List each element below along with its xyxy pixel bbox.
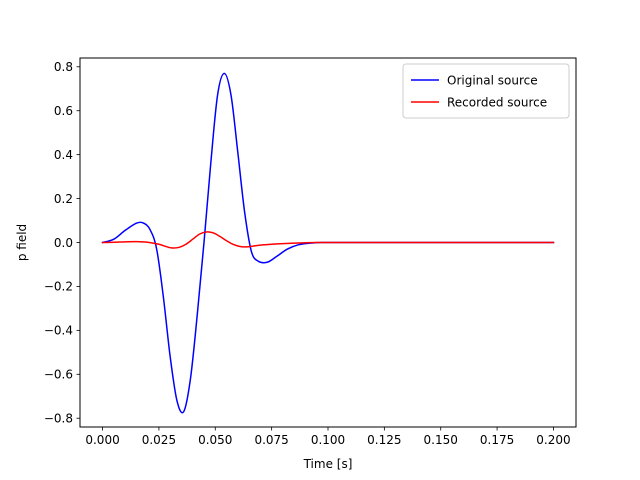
- y-tick-label: −0.6: [44, 368, 73, 382]
- x-axis-label: Time [s]: [303, 457, 353, 471]
- y-tick-label: 0.0: [54, 236, 73, 250]
- y-tick-label: 0.8: [54, 60, 73, 74]
- y-tick-label: −0.2: [44, 280, 73, 294]
- series-group: [101, 72, 555, 414]
- y-tick-label: 0.2: [54, 192, 73, 206]
- y-axis-label: p field: [15, 224, 29, 261]
- x-tick-label: 0.050: [198, 433, 232, 447]
- x-tick-label: 0.200: [536, 433, 570, 447]
- x-tick-label: 0.100: [311, 433, 345, 447]
- y-tick-label: −0.8: [44, 412, 73, 426]
- x-tick-label: 0.000: [85, 433, 119, 447]
- x-axis-ticks: 0.000 0.025 0.050 0.075 0.100 0.125 0.150 0.175…: [85, 427, 571, 447]
- legend-box: [402, 63, 570, 119]
- x-tick-label: 0.025: [142, 433, 176, 447]
- y-tick-label: 0.6: [54, 104, 73, 118]
- y-tick-label: −0.4: [44, 324, 73, 338]
- x-tick-label: 0.150: [424, 433, 458, 447]
- legend: Original source Recorded source: [402, 63, 570, 119]
- x-tick-label: 0.125: [367, 433, 401, 447]
- y-tick-label: 0.4: [54, 148, 73, 162]
- legend-label-2: Recorded source: [447, 95, 547, 109]
- x-tick-label: 0.075: [254, 433, 288, 447]
- legend-label-1: Original source: [447, 73, 538, 87]
- x-tick-label: 0.175: [480, 433, 514, 447]
- y-axis-ticks: −0.8 −0.6 −0.4 −0.2 0.0 0.2 0.4 0.6 0.8: [44, 60, 80, 426]
- series-line-2: [101, 231, 555, 249]
- plot-frame: [79, 57, 577, 428]
